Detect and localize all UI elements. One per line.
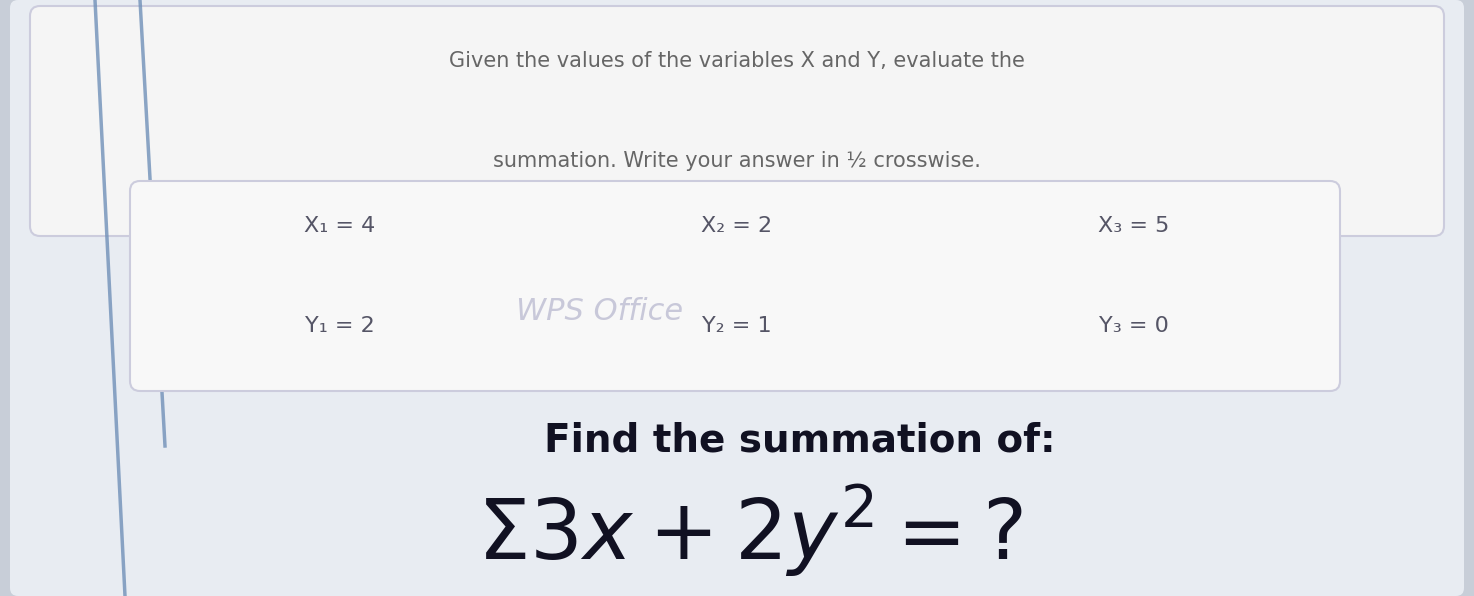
Text: $\Sigma 3x + 2y^{2}= ?$: $\Sigma 3x + 2y^{2}= ?$ bbox=[478, 483, 1023, 579]
Text: Y₃ = 0: Y₃ = 0 bbox=[1100, 316, 1169, 336]
Text: summation. Write your answer in ½ crosswise.: summation. Write your answer in ½ crossw… bbox=[494, 151, 980, 171]
Text: X₃ = 5: X₃ = 5 bbox=[1098, 216, 1170, 236]
Text: Given the values of the variables X and Y, evaluate the: Given the values of the variables X and … bbox=[450, 51, 1024, 71]
FancyBboxPatch shape bbox=[130, 181, 1340, 391]
FancyBboxPatch shape bbox=[29, 6, 1445, 236]
Text: Y₂ = 1: Y₂ = 1 bbox=[702, 316, 772, 336]
Text: X₂ = 2: X₂ = 2 bbox=[702, 216, 772, 236]
Text: Find the summation of:: Find the summation of: bbox=[544, 422, 1055, 460]
FancyBboxPatch shape bbox=[10, 0, 1464, 596]
Text: Y₁ = 2: Y₁ = 2 bbox=[305, 316, 374, 336]
Text: WPS Office: WPS Office bbox=[516, 296, 684, 325]
Text: X₁ = 4: X₁ = 4 bbox=[304, 216, 376, 236]
